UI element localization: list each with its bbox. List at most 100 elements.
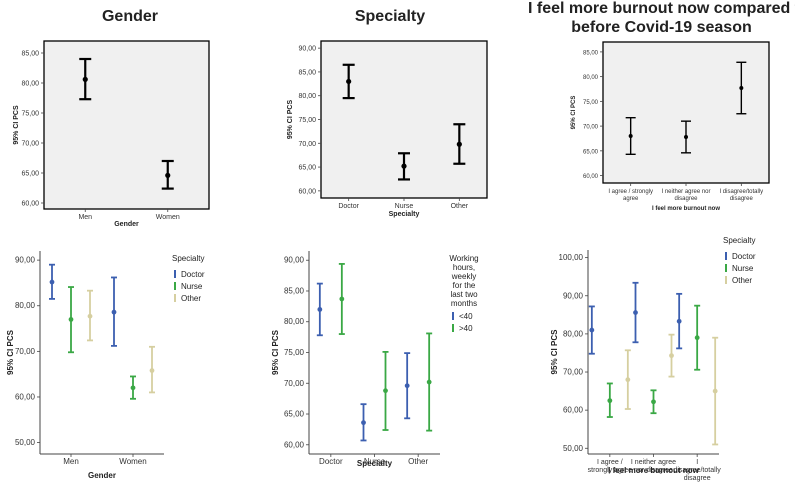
y-tick-label: 70,00 (563, 368, 584, 377)
errorbar-mean-point (426, 379, 432, 385)
legend-title: Specialty (723, 236, 755, 245)
errorbar-mean-point (404, 383, 410, 389)
y-tick-label: 70,00 (298, 141, 316, 148)
errorbar-mean-point (607, 398, 613, 404)
y-tick-label: 80,00 (15, 301, 36, 310)
x-tick-label: Doctor (338, 203, 359, 210)
x-tick-label: disagree/totally (674, 467, 722, 474)
legend-entry: Doctor (732, 252, 756, 261)
errorbar-mean-point (401, 163, 407, 169)
x-tick-label: I agree / (597, 459, 623, 466)
x-tick-label: I agree / strongly (608, 189, 653, 195)
x-tick-label: Women (156, 214, 180, 221)
title-burnout-line1: I feel more burnout now compared to (528, 0, 795, 17)
legend-entry: Other (181, 294, 201, 303)
y-tick-label: 90,00 (15, 256, 36, 265)
legend-title: Working (449, 254, 478, 263)
errorbar-mean-point (339, 296, 345, 302)
legend-title: last two (450, 290, 478, 299)
errorbar-mean-point (68, 317, 74, 322)
errorbar-40 (404, 352, 411, 420)
y-tick-label: 65,00 (298, 165, 316, 172)
legend-entry: Nurse (732, 264, 754, 273)
chart-c3: 60,00 65,00 70,00 75,00 80,00 85,00 I agree / … (571, 41, 770, 212)
chart-c1: 60,00 65,00 70,00 75,00 80,00 85,00 Men Women Ge… (13, 40, 210, 228)
y-tick-label: 80,00 (583, 75, 599, 81)
y-tick-label: 90,00 (284, 256, 305, 265)
legend-entry: <40 (459, 312, 473, 321)
y-tick-label: 60,00 (563, 406, 584, 415)
y-tick-label: 50,00 (563, 444, 584, 453)
errorbar-mean-point (651, 399, 656, 405)
errorbar-mean-point (149, 368, 155, 373)
x-tick-label: Women (119, 457, 146, 466)
x-tick-label: I (696, 459, 698, 466)
y-tick-label: 80,00 (563, 329, 584, 338)
errorbar-series (342, 63, 355, 100)
errorbar-mean-point (82, 76, 88, 82)
errorbar-other (87, 289, 93, 342)
y-tick-label: 70,00 (284, 379, 305, 388)
y-tick-label: 85,00 (21, 51, 39, 58)
x-tick-label: I neither agree nor (661, 189, 710, 195)
errorbar-series (681, 120, 691, 154)
errorbar-mean-point (87, 313, 93, 319)
legend: Specialty Doctor Nurse Other (723, 236, 756, 285)
x-tick-label: nor disagree (634, 467, 673, 474)
errorbar-series (161, 159, 174, 190)
y-tick-label: 80,00 (298, 93, 316, 100)
y-tick-label: 65,00 (284, 410, 305, 419)
x-tick-label: Men (63, 457, 79, 466)
legend-title: hours, (453, 263, 475, 272)
errorbar-40 (316, 282, 323, 337)
errorbar-doctor (632, 281, 639, 344)
errorbar-mean-point (165, 172, 171, 178)
y-tick-label: 60,00 (298, 188, 316, 195)
errorbar-other (149, 345, 155, 394)
plot-area (43, 40, 210, 210)
errorbar-mean-point (361, 420, 366, 426)
y-tick-label: 60,00 (21, 201, 39, 208)
errorbar-doctor (676, 292, 683, 350)
x-tick-label: Nurse (364, 457, 386, 466)
x-tick-label: Men (78, 214, 92, 221)
legend-entry: Other (732, 276, 752, 285)
y-tick-label: 85,00 (284, 286, 305, 295)
errorbar-series (625, 116, 636, 156)
legend: Specialty Doctor Nurse Other (172, 254, 205, 303)
x-axis-label: I feel more burnout now (652, 206, 720, 212)
y-tick-label: 90,00 (563, 291, 584, 300)
errorbar-mean-point (346, 78, 352, 85)
legend-entry: Nurse (181, 282, 203, 291)
y-axis-label: 95% CI PCS (13, 105, 20, 145)
errorbar-series (736, 61, 747, 115)
y-axis-label: 95% CI PCS (6, 329, 15, 375)
y-tick-label: 75,00 (583, 100, 599, 106)
errorbar-nurse (694, 304, 701, 371)
legend-title: Specialty (172, 254, 204, 263)
y-tick-label: 85,00 (583, 50, 599, 56)
errorbar-mean-point (589, 327, 595, 333)
errorbar-mean-point (456, 141, 462, 147)
y-tick-label: 75,00 (298, 117, 316, 124)
legend-title: weekly (451, 272, 476, 281)
x-axis-label: I feel more burnout now (608, 466, 699, 475)
y-tick-label: 90,00 (298, 46, 316, 53)
errorbar-nurse (606, 382, 613, 418)
x-tick-label: Other (408, 457, 428, 466)
legend-entry: Doctor (181, 270, 205, 279)
x-tick-label: Nurse (395, 203, 414, 210)
errorbar-40 (426, 332, 433, 432)
y-tick-label: 85,00 (298, 69, 316, 76)
y-tick-label: 80,00 (284, 317, 305, 326)
errorbar-mean-point (712, 388, 718, 394)
x-tick-label: disagree (674, 196, 698, 202)
errorbar-series (453, 123, 466, 165)
y-tick-label: 60,00 (284, 440, 305, 449)
errorbar-40 (382, 350, 389, 431)
errorbar-mean-point (694, 335, 700, 341)
errorbar-other (712, 336, 719, 446)
errorbar-mean-point (317, 307, 323, 312)
